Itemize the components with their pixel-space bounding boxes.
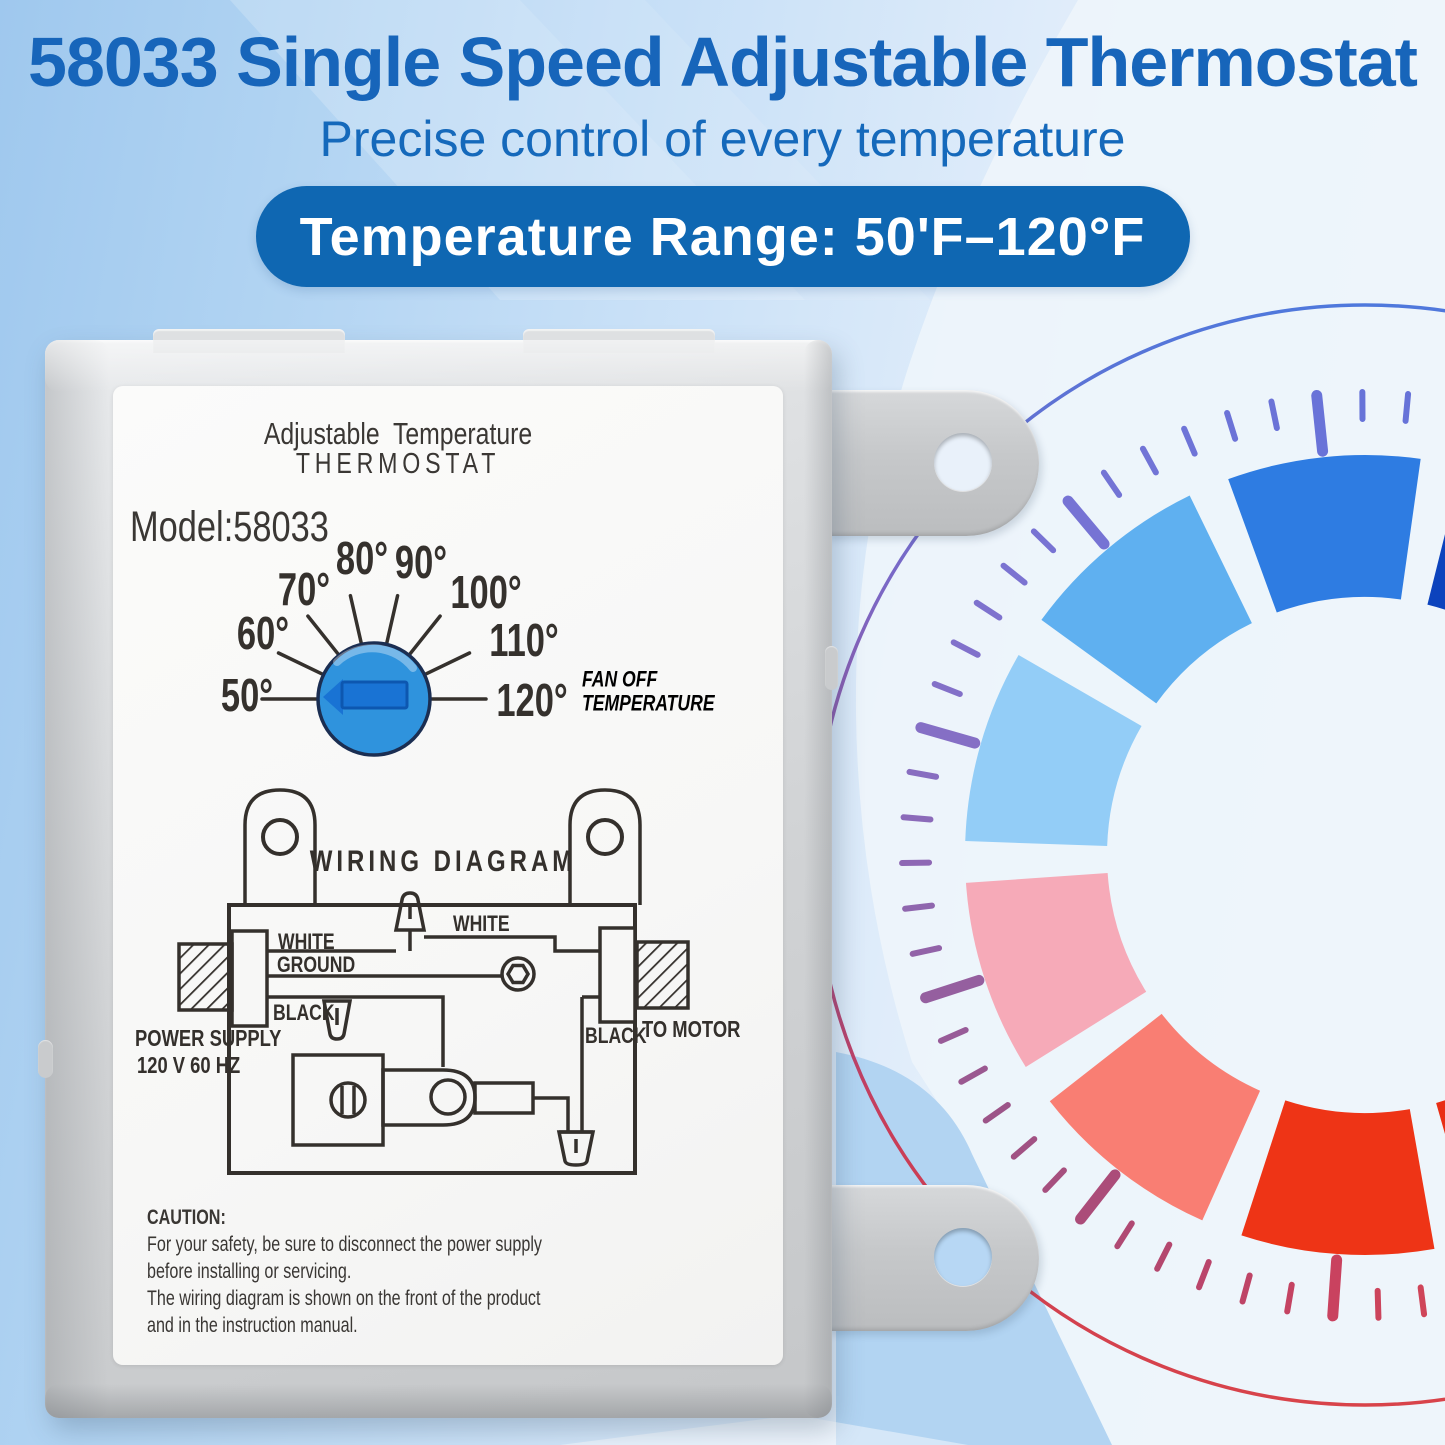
knob-slot [340,680,409,710]
temperature-range-banner: Temperature Range: 50'F–120°F [255,186,1190,287]
device-top-tab [153,329,345,353]
caution-line: before installing or servicing. [147,1259,352,1283]
fan-off-label-line2: TEMPERATURE [582,692,715,716]
page-title: 58033 Single Speed Adjustable Thermostat [28,23,1418,101]
knob-arrow [323,679,343,715]
dial-graphic: 50° 60°70°80° 90°100°110° 120° FAN OFF TEMP… [221,532,715,757]
wire-label-ground: GROUND [277,953,355,977]
mounting-bracket-top [827,390,1039,536]
dial-temp-label: 80° [336,532,388,584]
wire-label-black-right: BLACK [585,1024,647,1048]
wire-label-black-left: BLACK [273,1001,335,1025]
banner-text: Temperature Range: 50'F–120°F [299,206,1146,267]
caution-line: The wiring diagram is shown on the front… [147,1286,541,1310]
model-number: Model:58033 [130,503,329,551]
power-supply-label: POWER SUPPLY [135,1026,282,1051]
white-wedge-shape [560,1415,968,1445]
wheel-color-segments [965,455,1445,1255]
device-bevel [45,340,109,1418]
dial-temp-label: 60° [237,607,289,659]
device-top-tab [523,329,715,353]
dial-temp-label: 100° [450,566,521,618]
caution-block: CAUTION: For your safety, be sure to dis… [147,1204,757,1339]
label-heading-line1: Adjustable Temperature [263,416,533,451]
dial-temp-label: 120° [496,674,567,726]
side-bump [825,646,838,690]
wire-label-white-right: WHITE [453,912,510,936]
wiring-diagram: WIRING DIAGRAM WHITE GROUND BLACK WHITE … [135,788,740,1175]
caution-line: and in the instruction manual. [147,1313,358,1337]
bracket-hole-bottom [934,1228,992,1286]
wiring-labels: WIRING DIAGRAM WHITE GROUND BLACK WHITE … [135,843,740,1078]
device-bevel [804,340,832,1418]
mounting-bracket-bottom [827,1185,1039,1331]
caution-heading: CAUTION: [147,1205,226,1229]
fan-off-label-line1: FAN OFF [582,668,658,692]
thermostat-device: Adjustable Temperature THERMOSTAT Model:… [38,329,1039,1418]
dial-temp-label: 110° [489,614,558,666]
knob-highlight [333,644,417,672]
power-rating-label: 120 V 60 HZ [137,1053,240,1078]
page-subtitle: Precise control of every temperature [319,111,1126,167]
device-bevel [45,1384,832,1418]
light-region-shape [855,0,1445,1445]
dial-temperature-labels: 50° 60°70°80° 90°100°110° 120° [221,532,568,726]
to-motor-label: TO MOTOR [642,1017,740,1042]
caution-line: For your safety, be sure to disconnect t… [147,1232,542,1256]
device-body: Adjustable Temperature THERMOSTAT Model:… [38,329,838,1418]
wiring-title: WIRING DIAGRAM [310,843,577,877]
dial-temp-label: 50° [221,669,273,721]
label-heading-line2: THERMOSTAT [295,448,501,480]
bracket-hole-top [934,433,992,491]
dial-temp-label: 70° [278,563,330,615]
dial-temp-label: 90° [395,536,447,588]
wiring-linework [177,788,690,1175]
dial-tick-lines [260,593,488,701]
wire-label-white-left: WHITE [278,930,335,954]
product-label: Adjustable Temperature THERMOSTAT Model:… [113,386,783,1365]
side-bump [38,1040,53,1078]
wheel-ticks [899,389,1428,1322]
